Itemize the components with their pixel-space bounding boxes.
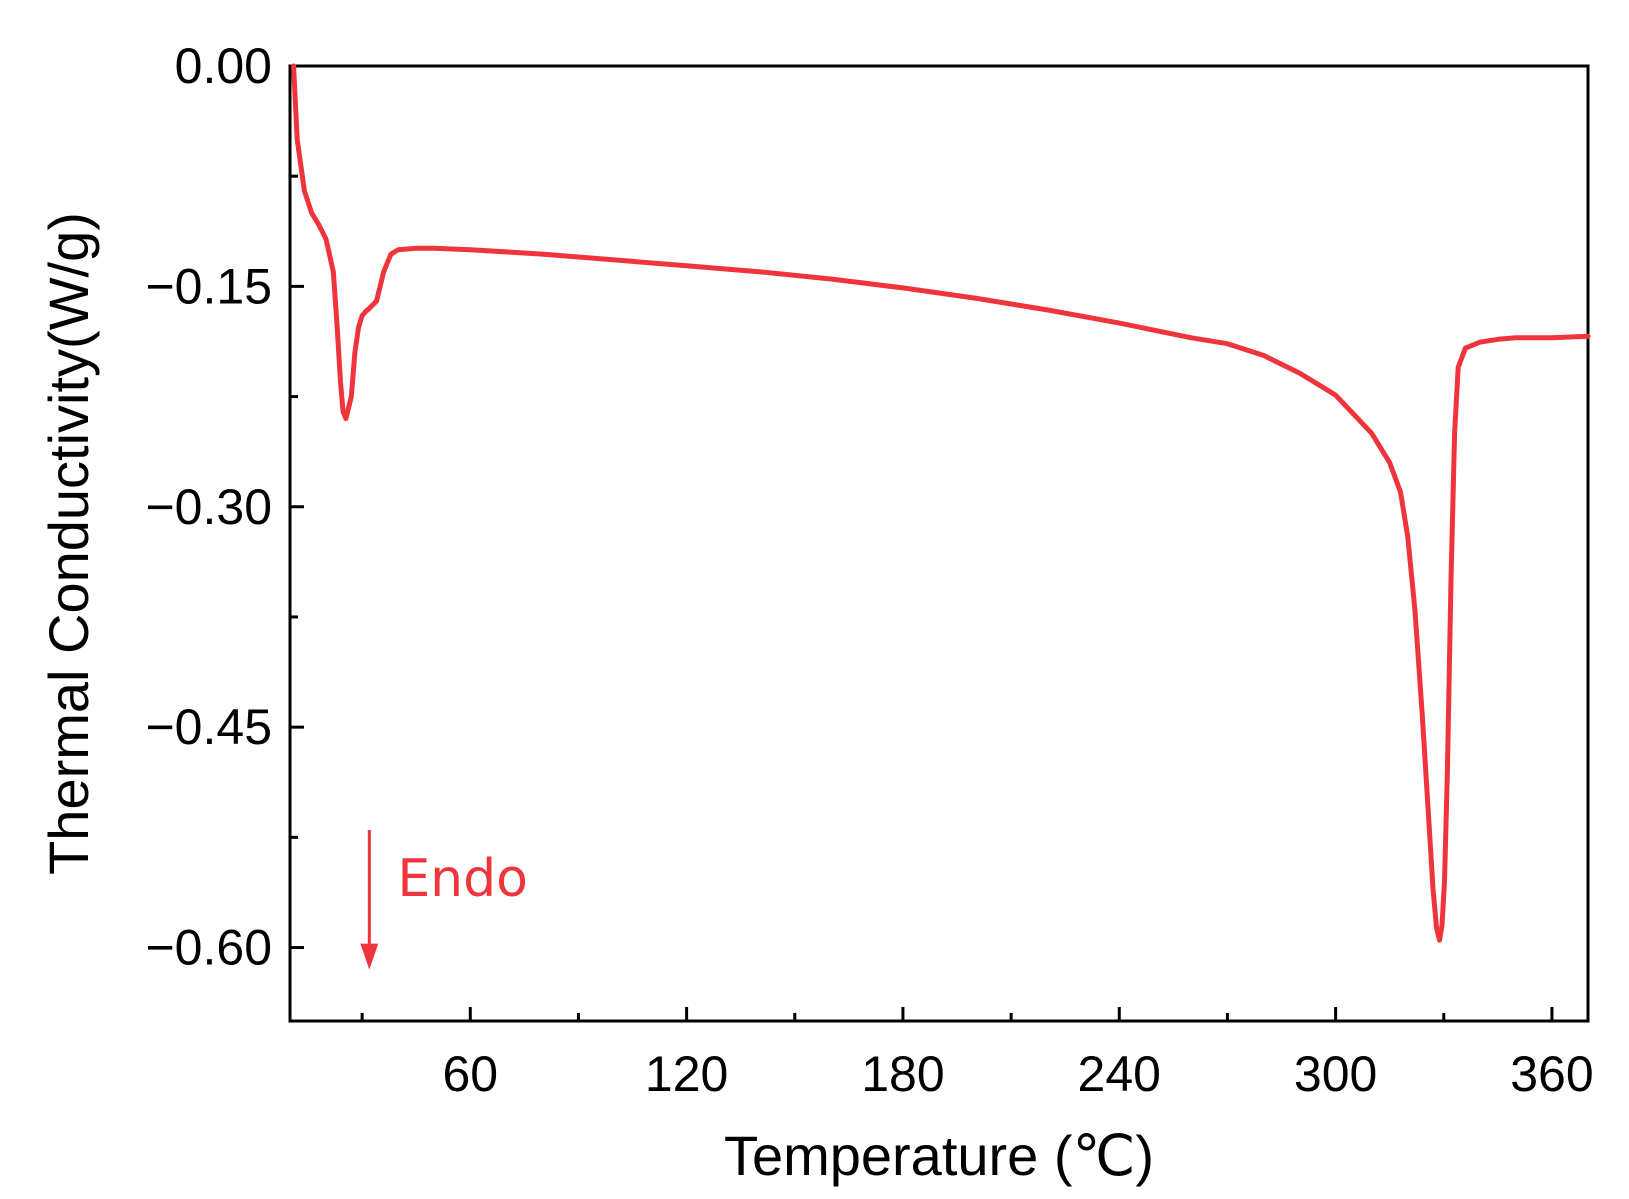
series-line (291, 63, 1591, 943)
x-tick-label: 120 (645, 1046, 728, 1102)
y-axis-ticks: 0.00 −0.15 −0.30 −0.45 −0.60 (145, 38, 304, 976)
x-tick-label: 60 (442, 1046, 498, 1102)
plot-frame-group (288, 64, 1590, 1023)
x-tick-label: 300 (1294, 1046, 1377, 1102)
x-tick-label: 360 (1510, 1046, 1593, 1102)
x-axis-ticks: 60 120 180 240 300 360 (360, 1007, 1594, 1102)
y-tick-label: −0.15 (145, 258, 272, 314)
plot-frame (288, 64, 1590, 1023)
y-tick-label: −0.45 (145, 699, 272, 755)
endo-annotation: Endo (360, 830, 528, 970)
y-tick-label: 0.00 (175, 38, 272, 94)
y-axis-title: Thermal Conductivity(W/g) (37, 212, 100, 875)
x-axis-title: Temperature (℃) (724, 1124, 1154, 1187)
endo-arrow-head (360, 943, 379, 970)
y-tick-label: −0.60 (145, 920, 272, 976)
y-tick-label: −0.30 (145, 479, 272, 535)
series-group (291, 63, 1591, 943)
x-tick-label: 180 (861, 1046, 944, 1102)
endo-label: Endo (397, 849, 528, 909)
x-tick-label: 240 (1078, 1046, 1161, 1102)
